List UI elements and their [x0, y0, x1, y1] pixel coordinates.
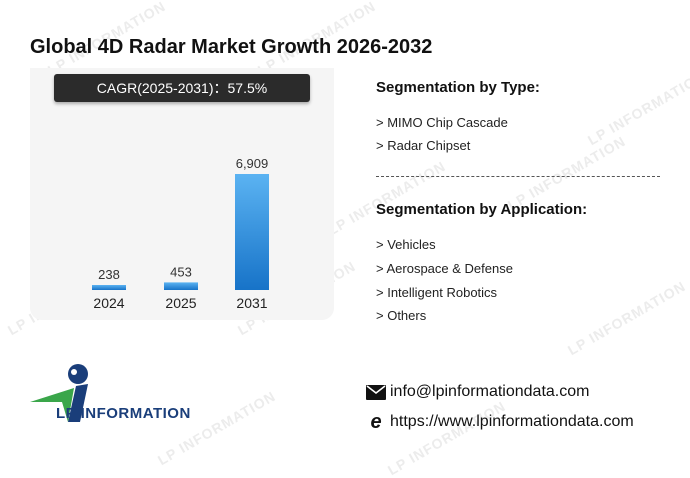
application-item: > Others [376, 308, 427, 323]
logo-text: LP INFORMATION [56, 405, 191, 422]
application-item: > Aerospace & Defense [376, 261, 513, 276]
bar-2025 [164, 282, 198, 290]
divider [376, 176, 660, 177]
contact-email[interactable]: info@lpinformationdata.com [366, 383, 589, 401]
type-item: > MIMO Chip Cascade [376, 115, 508, 130]
watermark-text: LP INFORMATION [384, 397, 509, 478]
category-label: 2025 [165, 295, 196, 311]
application-item: > Intelligent Robotics [376, 285, 498, 300]
email-text: info@lpinformationdata.com [390, 383, 590, 400]
segmentation-type-heading: Segmentation by Type: [376, 79, 540, 96]
watermark-text: LP INFORMATION [324, 157, 449, 239]
bar-2031 [235, 174, 269, 290]
bar-chart: 238 2024 453 2025 6,909 2031 [92, 156, 269, 311]
segmentation-application-heading: Segmentation by Application: [376, 201, 588, 218]
website-text: https://www.lpinformationdata.com [390, 413, 634, 430]
category-label: 2024 [93, 295, 124, 311]
value-label: 453 [170, 264, 192, 279]
value-label: 6,909 [236, 156, 269, 171]
cagr-badge: CAGR(2025-2031)：57.5% [54, 74, 310, 102]
contact-website[interactable]: e https://www.lpinformationdata.com [366, 410, 634, 433]
application-item: > Vehicles [376, 237, 436, 252]
watermark-text: LP INFORMATION [564, 277, 689, 359]
value-label: 238 [98, 267, 120, 282]
watermark-text: LP INFORMATION [584, 67, 690, 149]
lp-information-logo [30, 364, 88, 422]
type-item: > Radar Chipset [376, 138, 471, 153]
bar-2024 [92, 285, 126, 290]
page-title: Global 4D Radar Market Growth 2026-2032 [30, 36, 433, 58]
chart-card [30, 68, 334, 320]
envelope-icon [366, 383, 386, 401]
browser-e-icon: e [370, 410, 382, 433]
category-label: 2031 [236, 295, 267, 311]
